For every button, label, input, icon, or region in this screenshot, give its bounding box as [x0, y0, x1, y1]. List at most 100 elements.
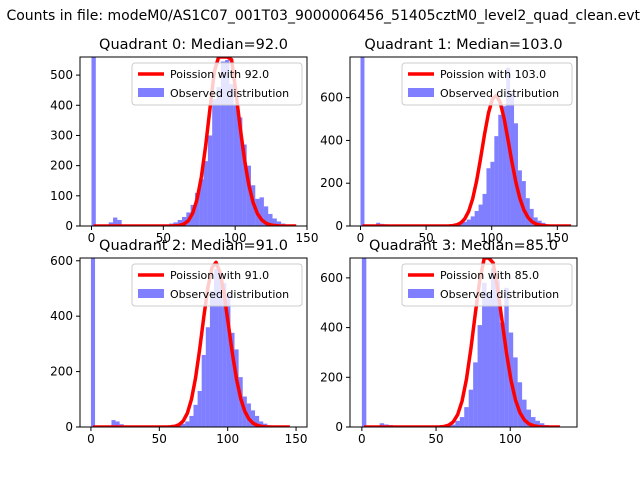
axes-frame: [349, 56, 578, 227]
histogram-bar: [185, 421, 190, 427]
histogram-bar: [189, 415, 194, 427]
histogram-bar: [521, 181, 526, 226]
y-tick-label: 300: [50, 128, 73, 142]
x-tick-label: 50: [156, 231, 171, 245]
x-tick-label: 100: [499, 432, 522, 446]
histogram-bar: [276, 221, 282, 226]
histogram-bar: [203, 161, 208, 226]
histogram-bar: [486, 292, 491, 427]
histogram-bar: [482, 282, 487, 427]
histogram-bar: [473, 362, 478, 427]
histogram-bar: [207, 135, 213, 226]
legend: Poission with 85.0 Observed distribution: [401, 263, 573, 307]
histogram-bar: [181, 423, 186, 427]
histogram-bar: [197, 390, 202, 427]
legend-box: [131, 263, 303, 307]
histogram-bar: [177, 219, 183, 226]
histogram-bar: [450, 424, 456, 427]
histogram-bar: [470, 216, 475, 226]
x-tick-label: 0: [357, 231, 365, 245]
histogram-bar: [268, 213, 273, 226]
histogram-bar: [222, 282, 227, 427]
y-tick-label: 500: [50, 68, 73, 82]
histogram-bar: [111, 420, 116, 427]
histogram-bar: [115, 421, 120, 427]
histogram-bar: [486, 168, 491, 226]
y-tick-label: 0: [335, 219, 343, 233]
histogram-bar: [525, 198, 530, 226]
poisson-curve: [364, 258, 560, 427]
subplot-quadrant-0: 0 50 100 150 0 100 200 300 400 500 Quadrant 0: Med…: [50, 37, 318, 245]
poisson-curve: [93, 57, 297, 226]
histogram-bar: [529, 208, 534, 226]
histogram-bar: [259, 421, 264, 427]
histogram-bar: [117, 219, 122, 226]
histogram-bar: [474, 211, 479, 226]
y-tick-label: 200: [320, 370, 343, 384]
x-tick-label: 50: [152, 432, 167, 446]
subplot-quadrant-3: 0 50 100 0 200 400 600 Quadrant 3: Median=85.0 P…: [320, 238, 578, 446]
histogram-bar: [526, 409, 532, 427]
x-tick-label: 100: [216, 432, 239, 446]
histogram-bar: [229, 84, 234, 226]
histogram-bar: [108, 222, 114, 226]
histogram-bar: [272, 218, 277, 226]
legend-box: [401, 62, 573, 106]
histogram-bar: [246, 165, 251, 226]
x-tick-label: 50: [418, 231, 433, 245]
poisson-curve: [362, 93, 572, 226]
y-tick-label: 600: [50, 254, 73, 268]
histogram-bar: [495, 280, 500, 427]
y-tick-label: 600: [320, 91, 343, 105]
x-tick-label: 50: [428, 432, 443, 446]
x-tick-label: 0: [358, 432, 366, 446]
histogram-bar: [214, 269, 219, 427]
histogram-bar: [199, 179, 204, 226]
histogram-bar: [468, 389, 474, 427]
y-tick-label: 0: [65, 219, 73, 233]
histogram-bar: [459, 417, 465, 427]
histogram-bar: [466, 219, 471, 226]
subplot-title: Quadrant 1: Median=103.0: [364, 37, 562, 53]
legend-label-poisson: Poission with 92.0: [170, 68, 269, 81]
histogram-bar: [250, 410, 256, 427]
histogram-bar: [462, 221, 467, 226]
histogram-bar: [212, 99, 217, 226]
histogram-bar: [361, 258, 367, 427]
axes-frame: [79, 257, 308, 428]
legend-label-poisson: Poission with 103.0: [440, 68, 546, 81]
y-tick-label: 0: [335, 420, 343, 434]
histogram-bar: [464, 407, 469, 427]
poisson-curve: [92, 260, 290, 427]
x-tick-label: 0: [87, 432, 95, 446]
legend: Poission with 91.0 Observed distribution: [131, 263, 303, 307]
histogram-bar: [218, 271, 223, 427]
histogram-bar: [482, 193, 487, 226]
subplot-title: Quadrant 2: Median=91.0: [99, 238, 288, 254]
histogram-bar: [263, 206, 269, 226]
subplot-title: Quadrant 0: Median=92.0: [99, 37, 288, 53]
x-tick-label: 100: [224, 231, 247, 245]
histogram-bar: [182, 216, 187, 226]
figure-suptitle: Counts in file: modeM0/AS1C07_001T03_900…: [6, 8, 640, 24]
legend-label-poisson: Poission with 85.0: [440, 269, 539, 282]
x-tick-label: 150: [296, 231, 319, 245]
histogram-bar: [205, 327, 210, 427]
y-tick-label: 400: [50, 98, 73, 112]
legend-label-observed: Observed distribution: [440, 288, 559, 301]
plot-area: [361, 258, 563, 427]
histogram-bar: [498, 114, 503, 226]
histogram-bar: [90, 258, 96, 427]
axes-frame: [79, 56, 308, 227]
subplot-quadrant-2: 0 50 100 150 0 200 400 600 Quadrant 2: Median=91…: [50, 238, 307, 446]
legend: Poission with 92.0 Observed distribution: [131, 62, 303, 106]
legend: Poission with 103.0 Observed distribution: [401, 62, 573, 106]
y-tick-label: 0: [65, 420, 73, 434]
histogram-bar: [233, 105, 239, 226]
histogram-bar: [535, 420, 540, 427]
histogram-bar: [209, 291, 215, 427]
legend-box: [131, 62, 303, 106]
plot-area: [360, 57, 574, 226]
histogram-bar: [216, 87, 221, 226]
